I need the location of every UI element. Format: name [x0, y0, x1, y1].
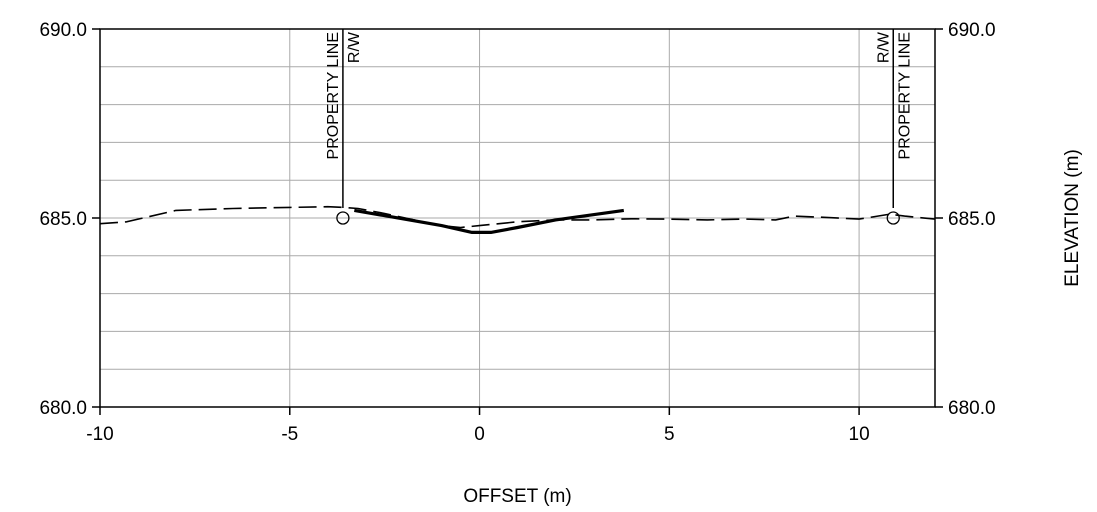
- y-tick-label-left: 685.0: [39, 209, 87, 230]
- annotations: PROPERTY LINE R/W R/W PROPERTY LINE: [325, 29, 913, 225]
- property-marker-circle: [886, 211, 900, 225]
- x-tick-label: -5: [281, 424, 298, 445]
- property-line-label: R/W: [875, 31, 892, 63]
- x-tick-label: 5: [664, 424, 675, 445]
- axis-ticks: -10 -5 0 5 10 680.0 680.0 685.0 685.0 690.0 690.0: [39, 20, 995, 445]
- y-axis-title: ELEVATION (m): [1062, 149, 1083, 287]
- property-line-label: PROPERTY LINE: [896, 32, 913, 159]
- existing-ground-line: [99, 205, 936, 229]
- property-line-marker: PROPERTY LINE R/W: [325, 29, 363, 225]
- proposed-grade-line: [354, 208, 625, 234]
- y-tick-label-right: 680.0: [948, 398, 996, 419]
- property-marker-circle: [336, 211, 350, 225]
- property-line-label: PROPERTY LINE: [325, 32, 342, 159]
- y-tick-label-right: 685.0: [948, 209, 996, 230]
- y-tick-label-right: 690.0: [948, 20, 996, 41]
- y-tick-label-left: 680.0: [39, 398, 87, 419]
- x-axis-title: OFFSET (m): [463, 486, 571, 507]
- x-tick-label: 10: [849, 424, 870, 445]
- grid: [100, 29, 935, 407]
- x-tick-label: 0: [474, 424, 485, 445]
- y-tick-label-left: 690.0: [39, 20, 87, 41]
- x-tick-label: -10: [86, 424, 113, 445]
- property-line-label: R/W: [346, 31, 363, 63]
- series-group: [99, 205, 936, 234]
- property-line-marker: R/W PROPERTY LINE: [875, 29, 913, 225]
